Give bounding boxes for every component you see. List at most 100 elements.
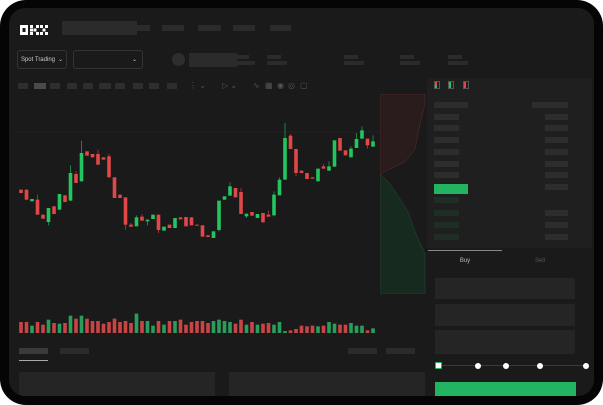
tab-sell[interactable]: Sell [534,258,545,264]
bid-price[interactable] [434,197,459,203]
candle-body [101,157,106,160]
nav-item[interactable] [270,25,291,31]
slider-mark-100[interactable] [583,363,589,369]
candle-body [316,168,320,182]
candle-body [266,214,271,217]
market-type-label: Spot Trading [20,56,55,63]
timeframe-button[interactable] [83,83,93,89]
candle-body [250,212,254,216]
volume-bar [129,323,133,333]
volume-bar [354,325,359,333]
bottom-action[interactable] [348,348,377,354]
total-input[interactable] [435,330,575,354]
candle-body [57,194,62,210]
line-indicator-icon[interactable]: ∿ [253,81,260,90]
candle-body [184,217,188,227]
ask-price[interactable] [434,137,459,143]
ask-price[interactable] [434,161,459,167]
orderbook-asks-icon[interactable] [463,81,469,89]
slider-mark-50[interactable] [503,363,509,369]
ask-price[interactable] [434,172,459,178]
amount-slider-track[interactable] [439,365,587,366]
pair-dropdown[interactable]: ⌄ [73,50,143,69]
nav-item[interactable] [233,25,255,31]
candle-body [206,235,210,237]
nav-item[interactable] [162,25,184,31]
volume-bar [184,324,188,333]
price-input[interactable] [435,278,575,299]
candlestick-chart[interactable] [9,88,429,338]
candle-body [90,154,95,158]
volume-bar [272,324,276,333]
tab-order-history[interactable] [60,348,89,354]
timeframe-button[interactable] [50,83,60,89]
timeframe-button-active[interactable] [34,83,46,89]
pair-name [189,53,237,67]
volume-bar [327,322,331,333]
buy-button[interactable] [435,382,576,396]
candle-body [129,224,133,227]
bid-price[interactable] [434,234,459,240]
bottom-action[interactable] [386,348,415,354]
indicator-dropdown[interactable]: ⋮ ⌄ [189,81,206,90]
bid-amount [545,210,568,216]
candle-body [19,189,23,193]
amount-slider-handle[interactable] [435,362,442,369]
amount-input[interactable] [435,304,575,326]
ask-price[interactable] [434,125,459,131]
orders-panel [19,372,215,396]
slider-mark-75[interactable] [537,363,543,369]
stat-value [267,61,287,65]
candle-body [112,177,117,198]
volume-bar [294,329,298,333]
camera-icon[interactable]: ◉ [277,81,284,90]
ask-amount [545,184,568,190]
candle-body [96,154,100,165]
volume-bar [228,322,232,333]
timeframe-button[interactable] [18,83,28,89]
chart-type-dropdown[interactable]: ▷ ⌄ [222,81,238,90]
volume-bar [35,322,40,333]
candle-body [30,199,34,202]
bid-price[interactable] [434,210,459,216]
candle-body [63,195,67,202]
bid-price[interactable] [434,222,459,228]
assets-panel [229,372,425,396]
slider-mark-25[interactable] [475,363,481,369]
orderbook-bids-icon[interactable] [448,81,454,89]
ask-price[interactable] [434,149,459,155]
timeframe-button[interactable] [167,83,177,89]
ruler-icon[interactable]: ▦ [265,81,273,90]
volume-bar [261,323,265,333]
volume-bar [244,324,249,333]
stat-label [400,55,414,59]
nav-item[interactable] [128,25,150,31]
candle-body [35,199,40,215]
tab-buy[interactable]: Buy [459,258,471,264]
timeframe-button[interactable] [133,83,143,89]
nav-item[interactable] [198,25,221,31]
market-type-dropdown[interactable]: Spot Trading ⌄ [17,50,67,69]
trade-tab-underline [428,250,502,251]
timeframe-button[interactable] [149,83,159,89]
ask-price[interactable] [434,114,459,120]
timeframe-button[interactable] [99,83,111,89]
last-price-badge [434,184,468,194]
candle-body [277,179,282,196]
timeframe-button[interactable] [67,83,77,89]
volume-bar [365,330,370,333]
tab-open-orders[interactable] [19,348,48,354]
okx-logo[interactable] [20,22,48,35]
orderbook-both-icon[interactable] [434,81,440,89]
volume-bar [250,322,254,333]
candle-body [294,149,298,173]
settings-icon[interactable]: ◎ [288,81,295,90]
candle-body [332,140,337,167]
volume-bar [63,323,67,333]
volume-bar [206,323,210,333]
search-bar[interactable] [62,21,137,35]
ask-amount [545,125,568,131]
fullscreen-icon[interactable]: ▢ [300,81,308,90]
volume-bar [140,321,144,333]
timeframe-button[interactable] [115,83,125,89]
